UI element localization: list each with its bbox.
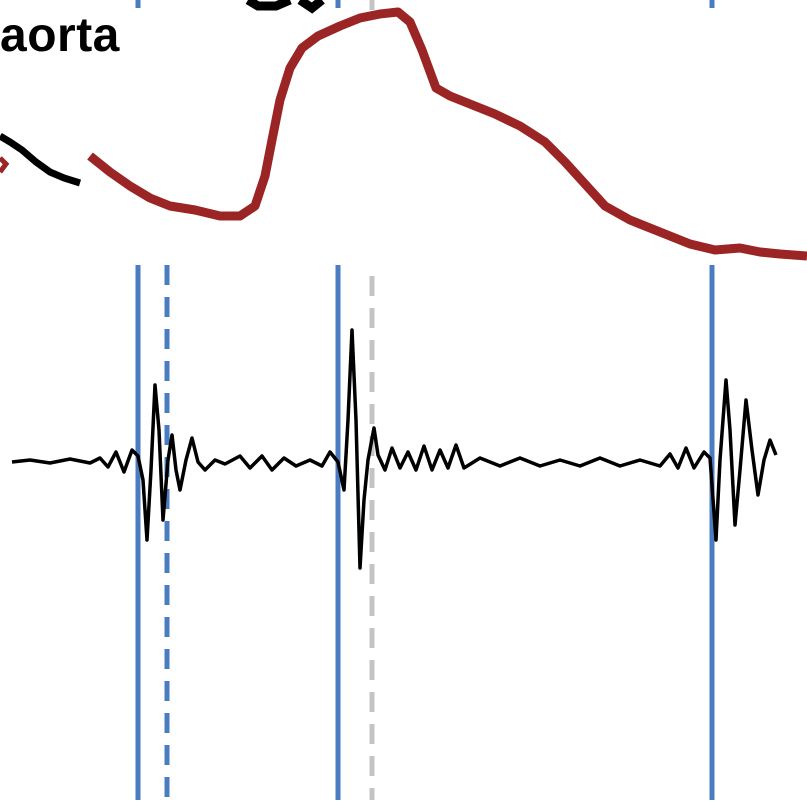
ecg-trace — [11, 328, 778, 570]
event-markers — [135, 0, 715, 800]
prior-pressure-trace — [0, 132, 82, 187]
cropped-glyph — [245, 0, 325, 14]
prior-trace-edge-mark — [0, 156, 10, 174]
aorta-label: aorta — [0, 9, 120, 62]
aortic-pressure-trace — [87, 7, 807, 261]
